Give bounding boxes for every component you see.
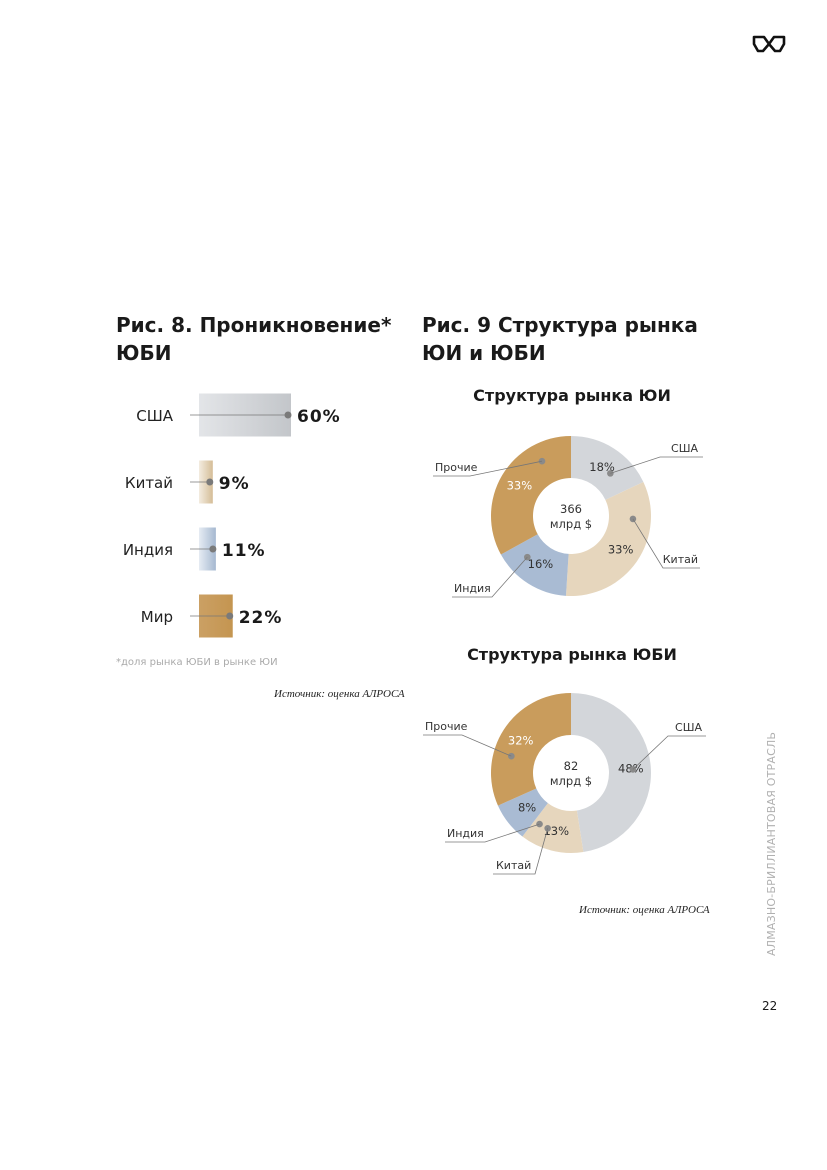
donut1-slice-other — [491, 436, 571, 555]
bar-category-india: Индия — [123, 541, 173, 559]
bar-value-label-china: 9% — [219, 474, 250, 494]
bar-marker-world — [226, 612, 234, 620]
donut2-category-label-usa: США — [675, 721, 702, 734]
bar-marker-usa — [284, 411, 292, 419]
figure-9-title: Рис. 9 Структура рынка ЮИ и ЮБИ — [422, 313, 698, 365]
donut1-category-label-china: Китай — [663, 553, 698, 566]
bar-category-world: Мир — [141, 608, 173, 626]
donut1-slice-india — [500, 534, 569, 596]
donut1-slice-china — [565, 481, 651, 596]
bar-marker-china — [206, 478, 214, 486]
donut2-value-label-india: 8% — [518, 801, 536, 815]
donut1-category-label-usa: США — [671, 442, 698, 455]
donut1-value-label-usa: 18% — [589, 460, 615, 474]
donut2-value-label-other: 32% — [508, 733, 534, 747]
donut2-category-label-india: Индия — [447, 827, 484, 840]
donut2-slice-china — [522, 803, 584, 853]
source-note-fig9: Источник: оценка АЛРОСА — [579, 904, 710, 916]
donut1-leader-china — [632, 518, 700, 569]
donut2-marker-other — [508, 752, 515, 760]
page-number: 22 — [762, 999, 778, 1013]
alrosa-logo-icon — [752, 35, 786, 53]
bar-value-label-usa: 60% — [297, 407, 341, 427]
donut1-category-label-india: Индия — [454, 582, 491, 595]
donut1-center-unit: млрд $ — [550, 517, 592, 531]
donut1-slice-usa — [571, 436, 644, 500]
bar-value-label-world: 22% — [239, 608, 283, 628]
donut2-leader-other — [423, 734, 512, 757]
donut1-leader-usa — [610, 456, 703, 474]
donut1-value-label-china: 33% — [608, 543, 634, 557]
donut2-leader-india — [445, 823, 540, 843]
donut1-value-label-india: 16% — [528, 557, 554, 571]
figure-8-title: Рис. 8. Проникновение* ЮБИ — [116, 313, 392, 365]
donut1-leader-india — [452, 556, 528, 598]
donut2-leader-usa — [632, 735, 706, 770]
donut2-slice-other — [491, 693, 571, 806]
donut2-center-value: 82 — [564, 759, 579, 773]
donut2-category-label-other: Прочие — [425, 720, 468, 733]
donut1-center-value: 366 — [560, 502, 582, 516]
donut1-category-label-other: Прочие — [435, 461, 478, 474]
donut-1-title: Структура рынка ЮИ — [473, 386, 671, 405]
footnote: *доля рынка ЮБИ в рынке ЮИ — [116, 657, 278, 668]
bar-value-label-india: 11% — [222, 541, 266, 561]
bar-marker-india — [209, 545, 217, 553]
donut1-value-label-other: 33% — [507, 478, 533, 492]
donut2-slice-india — [497, 788, 548, 837]
penetration-bar-chart: США 60% Китай 9% Индия 11% Мир 22% — [123, 393, 341, 638]
donut2-slice-usa — [571, 693, 651, 853]
section-side-label: АЛМАЗНО-БРИЛЛИАНТОВАЯ ОТРАСЛЬ — [765, 731, 778, 956]
donut2-center-unit: млрд $ — [550, 774, 592, 788]
donut1-leader-other — [433, 460, 543, 477]
bar-category-china: Китай — [125, 474, 173, 492]
donut2-category-label-china: Китай — [496, 859, 531, 872]
donut2-leader-china — [493, 828, 549, 875]
bar-category-usa: США — [136, 407, 174, 425]
donut-2-title: Структура рынка ЮБИ — [467, 645, 677, 664]
source-note-fig8: Источник: оценка АЛРОСА — [274, 688, 405, 700]
